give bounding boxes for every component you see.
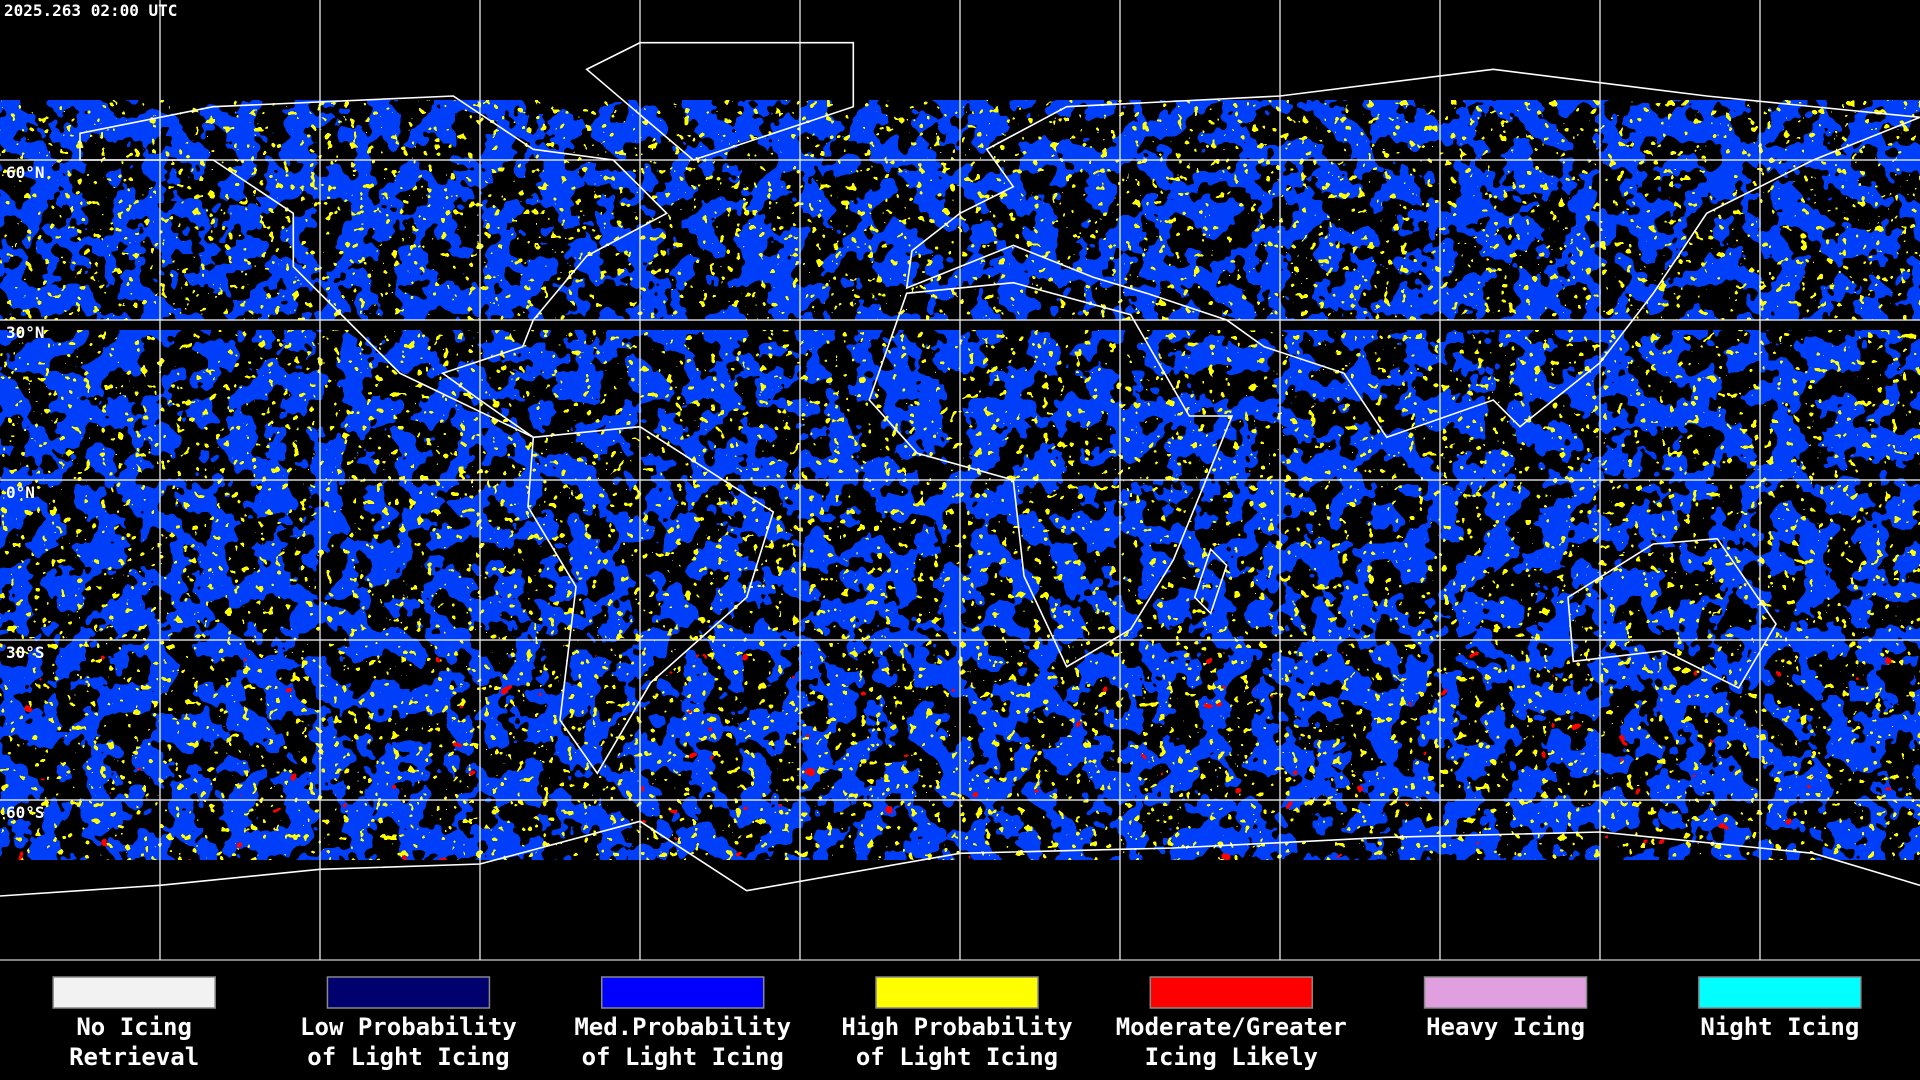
coastline (1193, 547, 1228, 615)
coastlines (0, 41, 1920, 897)
graticule (0, 0, 1920, 960)
legend-label: High Probability (841, 1013, 1072, 1041)
legend-swatch (1698, 976, 1862, 1009)
legend-label: Low Probability (300, 1013, 517, 1041)
legend-label: of Light Icing (856, 1043, 1058, 1071)
latitude-label: 60°N (6, 163, 45, 182)
latitude-label: 0°N (6, 483, 35, 502)
coastline (585, 41, 855, 161)
legend-swatch (1423, 976, 1588, 1009)
legend-label: Retrieval (69, 1043, 199, 1071)
timestamp: 2025.263 02:00 UTC (4, 1, 177, 20)
latitude-label: 60°S (6, 803, 45, 822)
latitude-label: 30°N (6, 323, 45, 342)
legend-swatch (1149, 976, 1314, 1009)
legend-swatch (600, 976, 765, 1009)
coastline (1567, 537, 1777, 690)
legend-label: of Light Icing (307, 1043, 509, 1071)
legend-label: No Icing (76, 1013, 192, 1041)
coastline (79, 95, 669, 439)
legend-swatch (875, 976, 1039, 1009)
legend-swatch (52, 976, 216, 1009)
legend-label: of Light Icing (582, 1043, 784, 1071)
latitude-labels: 60°N 30°N 0°N 30°S 60°S (6, 163, 45, 822)
coastline (905, 68, 1920, 439)
legend-label: Med.Probability (574, 1013, 791, 1041)
legend-label: Night Icing (1700, 1013, 1859, 1041)
legend-label: Heavy Icing (1426, 1013, 1585, 1041)
legend-label: Icing Likely (1145, 1043, 1318, 1071)
antarctic-coast (0, 820, 1920, 897)
legend-label: Moderate/Greater (1116, 1013, 1347, 1041)
latitude-label: 30°S (6, 643, 45, 662)
legend-swatch (326, 976, 491, 1009)
coastline (527, 425, 775, 775)
